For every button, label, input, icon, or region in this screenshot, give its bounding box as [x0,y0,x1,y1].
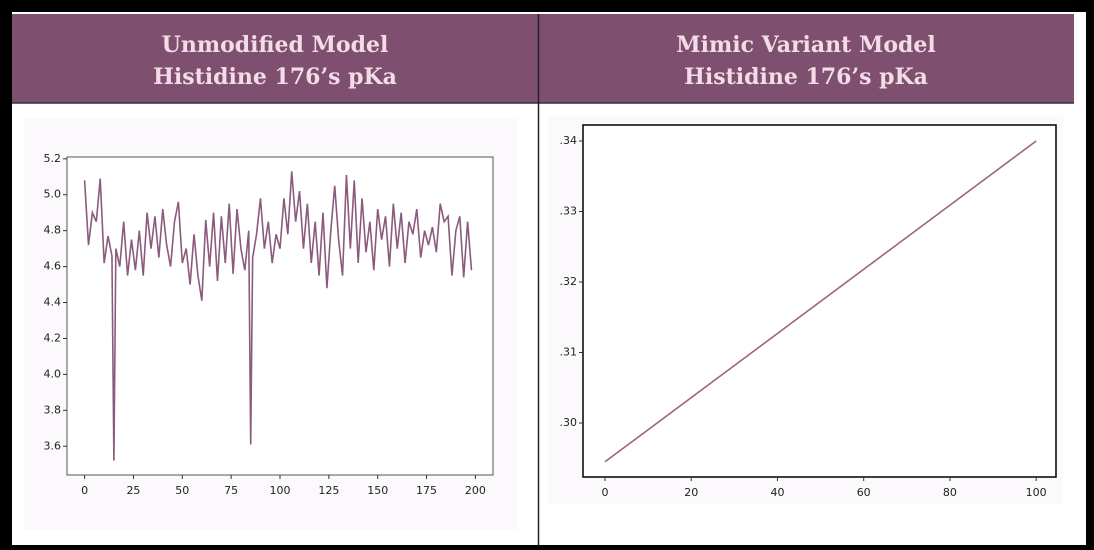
plot-frame [66,156,494,476]
y-tick-label: 3.8 [44,403,62,416]
y-tick-label: 4.2 [44,331,62,344]
x-tick-label: 40 [770,486,784,499]
x-tick-label: 200 [465,484,486,497]
y-tick-label: .34 [560,134,578,147]
plot-frame [582,124,1057,478]
x-tick-label: 80 [943,486,957,499]
x-tick-label: 100 [1026,486,1047,499]
chart-title: Unmodified Model [162,32,389,58]
y-tick-label: 5.2 [44,152,62,165]
y-tick-label: .30 [560,416,578,429]
x-tick-label: 75 [224,484,238,497]
chart-title: Mimic Variant Model [676,32,936,58]
y-tick-label: .32 [560,275,578,288]
y-tick-label: 4.8 [44,224,62,237]
header-bg [12,14,1074,103]
x-tick-label: 50 [175,484,189,497]
y-tick-label: 5.0 [44,188,62,201]
y-tick-label: 4.6 [44,260,62,273]
x-tick-label: 20 [684,486,698,499]
chart-subtitle: Histidine 176’s pKa [684,64,928,90]
y-tick-label: 4.0 [44,367,62,380]
x-tick-label: 100 [270,484,291,497]
y-tick-label: 3.6 [44,439,62,452]
y-tick-label: .33 [560,205,578,218]
x-tick-label: 0 [601,486,608,499]
x-tick-label: 25 [126,484,140,497]
data-line [604,140,1037,463]
x-tick-label: 0 [81,484,88,497]
x-tick-label: 60 [857,486,871,499]
x-tick-label: 175 [416,484,437,497]
y-tick-label: 4.4 [44,296,62,309]
data-line [83,171,473,461]
x-tick-label: 150 [367,484,388,497]
x-tick-label: 125 [318,484,339,497]
y-tick-label: .31 [560,345,578,358]
chart-subtitle: Histidine 176’s pKa [153,64,397,90]
